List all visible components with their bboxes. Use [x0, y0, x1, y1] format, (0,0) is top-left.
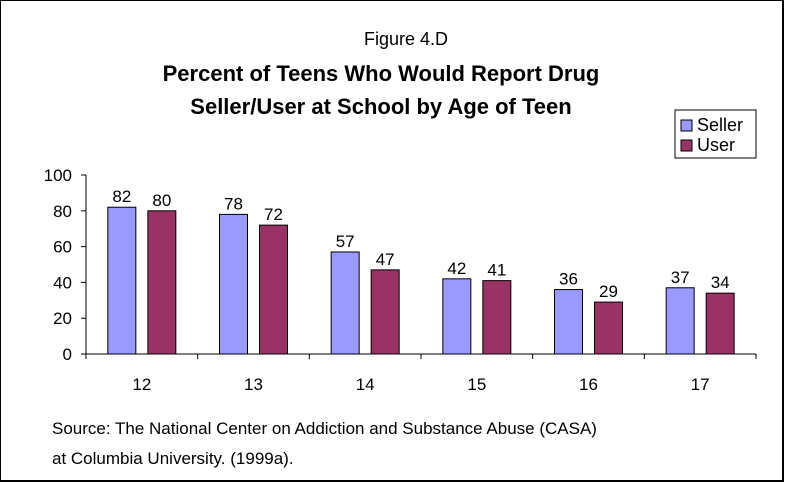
bar-seller-15 — [442, 278, 472, 355]
bar-user-17 — [705, 292, 735, 355]
data-label-user-13: 72 — [264, 205, 283, 224]
chart-title-line-2: Seller/User at School by Age of Teen — [190, 94, 571, 119]
data-label-seller-13: 78 — [224, 194, 243, 213]
data-label-user-16: 29 — [599, 282, 618, 301]
bar-user-15 — [482, 280, 512, 355]
data-labels: 82 80 78 72 57 47 42 41 36 29 37 34 — [112, 187, 729, 301]
y-tick-label: 40 — [53, 273, 72, 292]
x-tick-label: 15 — [467, 375, 486, 394]
source-line-1: Source: The National Center on Addiction… — [52, 419, 597, 438]
x-tick-label: 16 — [579, 375, 598, 394]
bar-seller-17 — [665, 287, 695, 355]
bar-seller-12 — [107, 206, 137, 355]
data-label-seller-16: 36 — [559, 270, 578, 289]
legend-label-user: User — [697, 135, 735, 155]
chart-title-line-1: Percent of Teens Who Would Report Drug — [163, 61, 600, 86]
y-tick-label: 80 — [53, 202, 72, 221]
x-tick-label: 13 — [244, 375, 263, 394]
legend-label-seller: Seller — [697, 115, 743, 135]
data-label-user-12: 80 — [152, 191, 171, 210]
x-tick-label: 12 — [132, 375, 151, 394]
data-label-seller-14: 57 — [336, 232, 355, 251]
data-label-user-15: 41 — [487, 261, 506, 280]
bar-user-16 — [594, 301, 623, 355]
data-label-user-14: 47 — [376, 250, 395, 269]
legend-swatch-seller — [680, 119, 693, 132]
y-tick-label: 20 — [53, 309, 72, 328]
data-label-user-17: 34 — [711, 273, 730, 292]
bar-user-13 — [259, 224, 288, 355]
bars — [107, 206, 735, 355]
y-tick-label: 0 — [63, 345, 72, 364]
bar-seller-16 — [554, 289, 583, 355]
y-tick-label: 60 — [53, 238, 72, 257]
data-label-seller-12: 82 — [112, 187, 131, 206]
y-tick-label: 100 — [44, 166, 72, 185]
x-tick-label: 14 — [356, 375, 375, 394]
figure-label: Figure 4.D — [364, 29, 448, 49]
source-line-2: at Columbia University. (1999a). — [52, 449, 294, 468]
axes: 0 20 40 60 80 100 12 13 14 15 16 17 — [44, 166, 757, 394]
bar-seller-13 — [219, 213, 248, 355]
bar-user-14 — [370, 269, 400, 355]
x-tick-label: 17 — [691, 375, 710, 394]
bar-seller-14 — [330, 251, 360, 355]
data-label-seller-17: 37 — [671, 268, 690, 287]
bar-user-12 — [147, 210, 177, 355]
data-label-seller-15: 42 — [447, 259, 466, 278]
legend-swatch-user — [680, 139, 693, 152]
